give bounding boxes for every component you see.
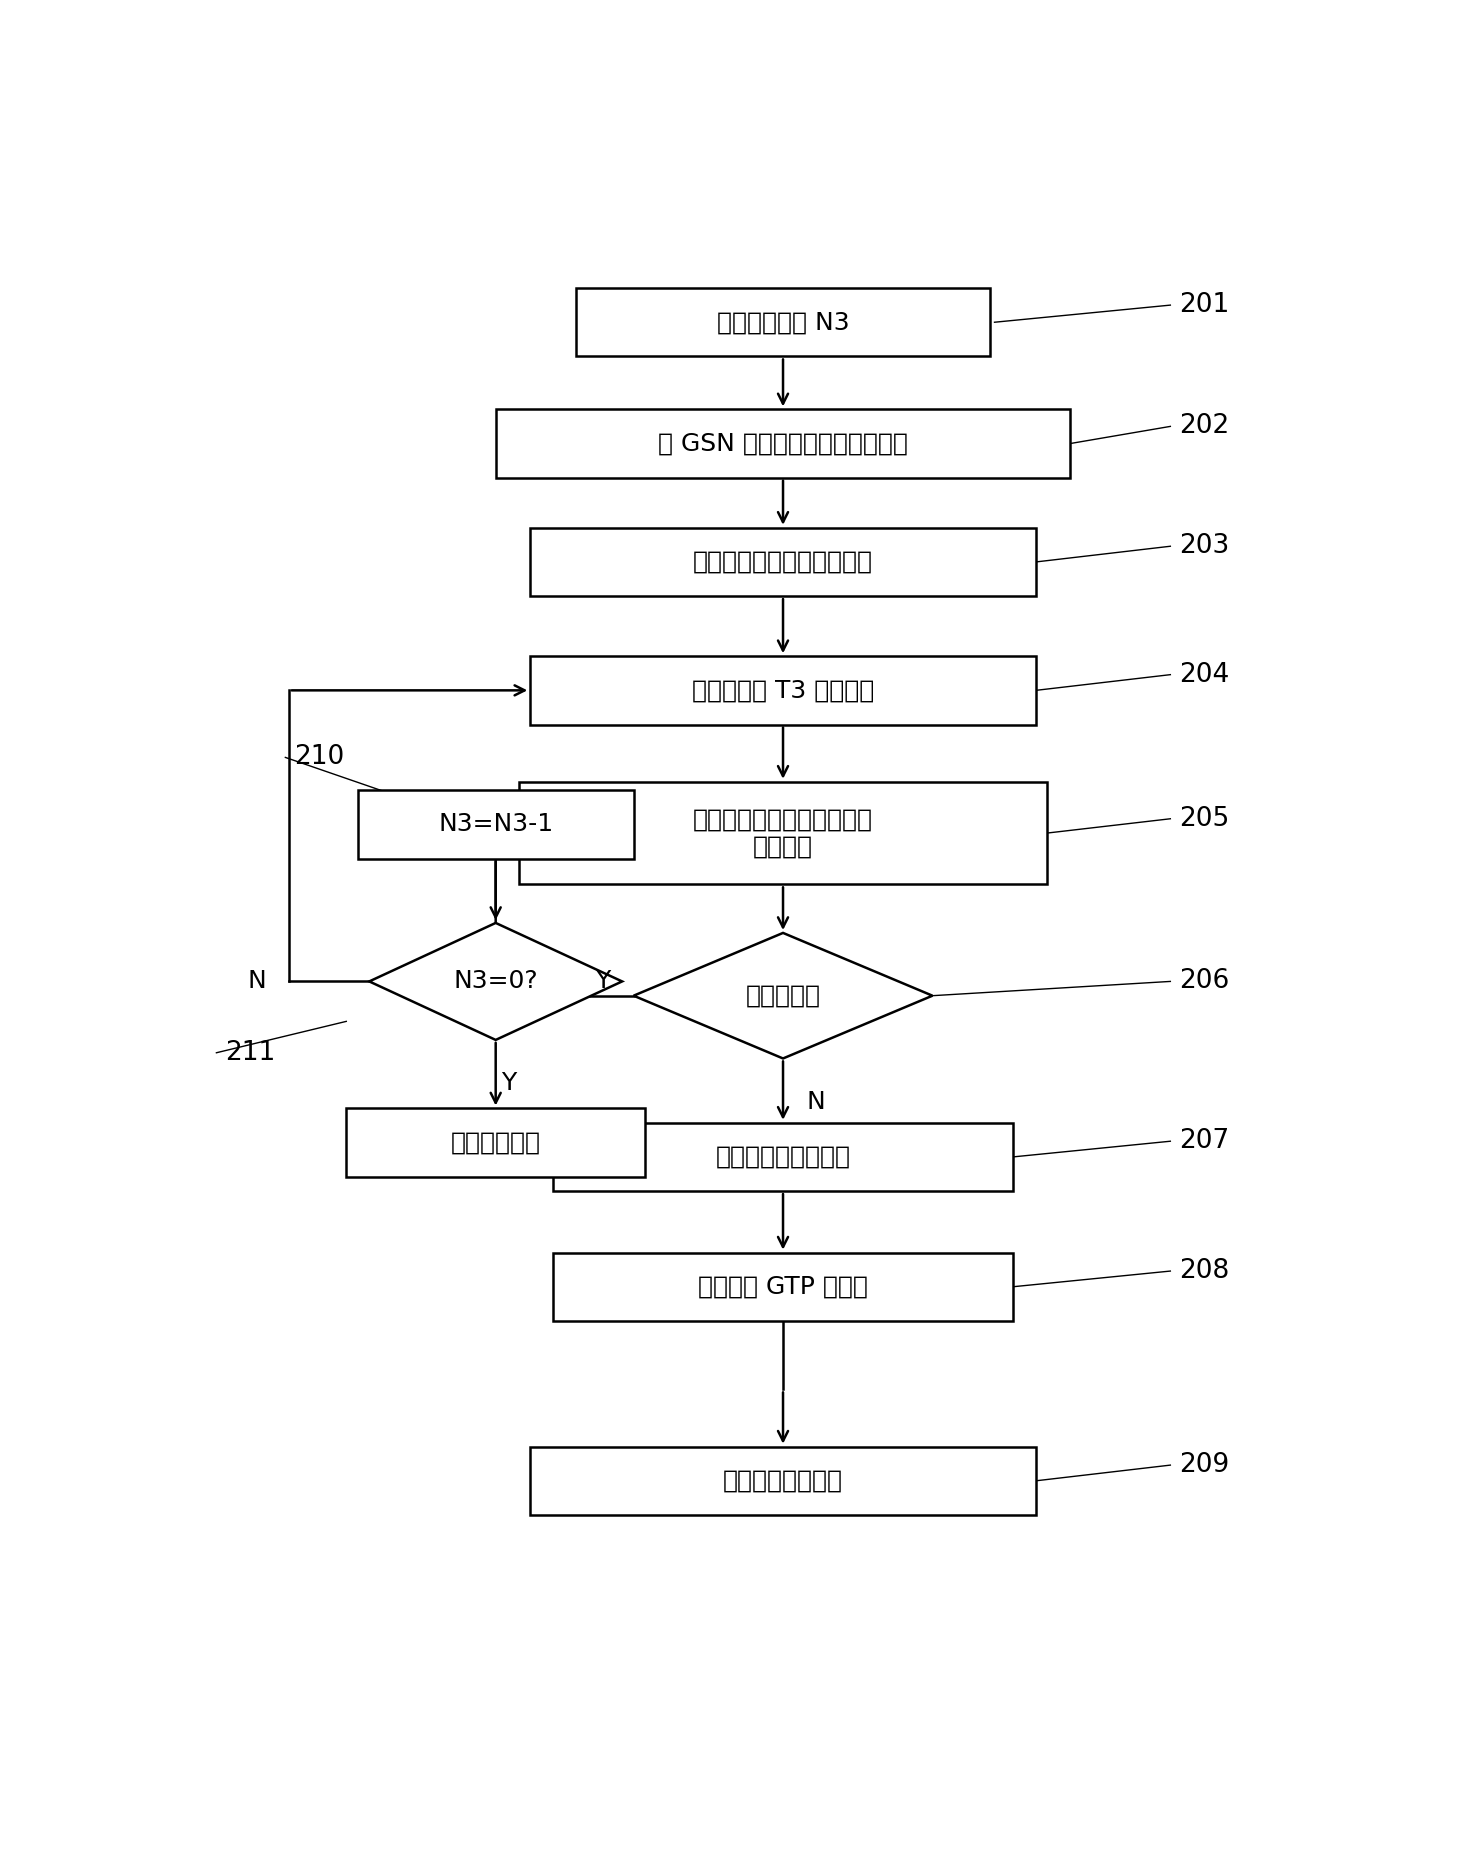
Bar	[357, 789, 633, 858]
Text: 205: 205	[1179, 806, 1229, 832]
Text: 通过通信检测路径发送路径
管理消息: 通过通信检测路径发送路径 管理消息	[693, 808, 873, 860]
Text: 201: 201	[1179, 293, 1229, 319]
Bar	[519, 782, 1047, 884]
Bar	[531, 528, 1035, 597]
Text: 设定检测次数 N3: 设定检测次数 N3	[716, 309, 850, 334]
Text: Y: Y	[595, 969, 611, 993]
Text: 206: 206	[1179, 969, 1229, 995]
Text: 显示提示信息: 显示提示信息	[451, 1130, 541, 1154]
Polygon shape	[369, 923, 623, 1040]
Text: 211: 211	[225, 1040, 276, 1065]
Polygon shape	[633, 932, 933, 1058]
Bar	[577, 287, 991, 356]
Bar	[553, 1123, 1013, 1191]
Text: 204: 204	[1179, 662, 1229, 687]
Bar	[531, 656, 1035, 725]
Bar	[347, 1108, 645, 1177]
Text: 209: 209	[1179, 1453, 1229, 1479]
Bar	[495, 410, 1071, 478]
Text: Y: Y	[501, 1071, 516, 1095]
Bar	[553, 1253, 1013, 1321]
Text: 210: 210	[295, 745, 346, 771]
Text: N: N	[807, 1090, 825, 1114]
Text: 定时器超时: 定时器超时	[746, 984, 820, 1008]
Text: 创建时长为 T3 的定时器: 创建时长为 T3 的定时器	[693, 678, 873, 702]
Text: N: N	[248, 969, 265, 993]
Text: 通过用户命令发起路径检测: 通过用户命令发起路径检测	[693, 550, 873, 574]
Text: 202: 202	[1179, 413, 1229, 439]
Text: 获取对端 GTP 版本号: 获取对端 GTP 版本号	[698, 1275, 868, 1299]
Text: 在 GSN 设备间建立通信检测路径: 在 GSN 设备间建立通信检测路径	[658, 432, 908, 456]
Text: N3=N3-1: N3=N3-1	[437, 812, 553, 836]
Bar	[531, 1447, 1035, 1516]
Text: 203: 203	[1179, 534, 1229, 560]
Text: N3=0?: N3=0?	[454, 969, 538, 993]
Text: 删除通信检测路径: 删除通信检测路径	[724, 1469, 842, 1494]
Text: 207: 207	[1179, 1128, 1229, 1154]
Text: 接收对端的回应消息: 接收对端的回应消息	[715, 1145, 851, 1169]
Text: 208: 208	[1179, 1258, 1229, 1284]
